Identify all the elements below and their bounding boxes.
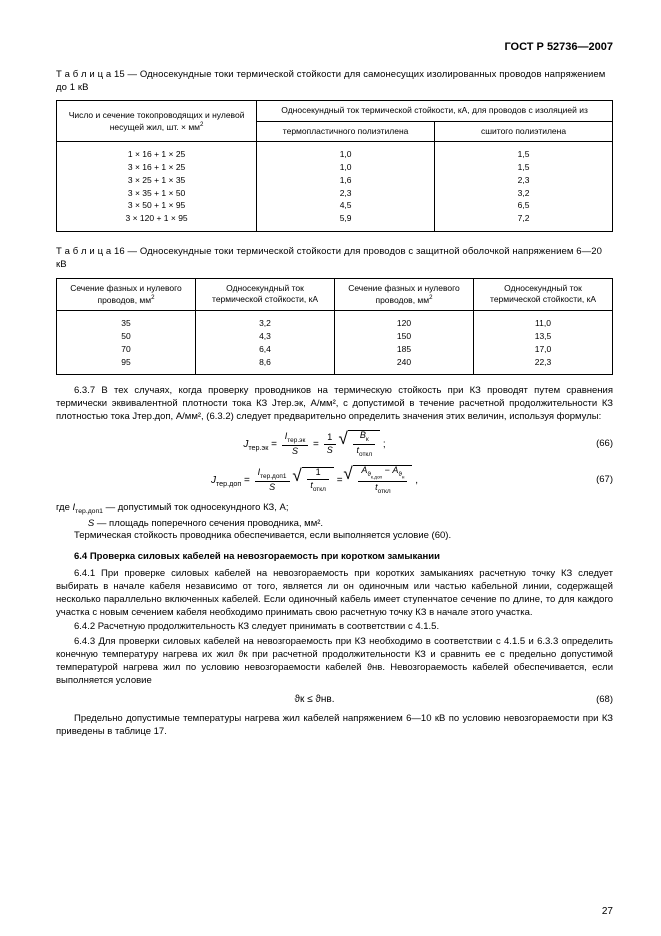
cell: 13,5: [480, 330, 606, 343]
cell: 1 × 16 + 1 × 25: [63, 148, 250, 161]
cell: 95: [63, 356, 189, 369]
cell: 22,3: [480, 356, 606, 369]
formula-67-body: Jтер.доп = Iтер.доп1S 1tоткл = Aϑк.доп −…: [56, 465, 573, 496]
cell: 7,2: [441, 212, 606, 225]
cell: 240: [341, 356, 467, 369]
formula-68-body: ϑк ≤ ϑнв.: [56, 693, 573, 707]
cell: 70: [63, 343, 189, 356]
t16-h3: Сечение фазных и нулевого проводов, мм2: [335, 278, 474, 311]
where-after: Термическая стойкость проводника обеспеч…: [56, 530, 613, 543]
t15-col-b: 1,0 1,0 1,6 2,3 4,5 5,9: [257, 142, 435, 232]
cell: 1,6: [263, 174, 428, 187]
where-block: где Iтер.доп1 — допустимый ток односекун…: [56, 502, 613, 516]
cell: 3 × 25 + 1 × 35: [63, 174, 250, 187]
cell: 185: [341, 343, 467, 356]
t15-col-a: 1 × 16 + 1 × 25 3 × 16 + 1 × 25 3 × 25 +…: [57, 142, 257, 232]
cell: 120: [341, 317, 467, 330]
doc-header: ГОСТ Р 52736—2007: [56, 40, 613, 55]
cell: 17,0: [480, 343, 606, 356]
t15-h1-text: Число и сечение токопроводящих и нулевой…: [69, 110, 245, 132]
p-6-4-3: 6.4.3 Для проверки силовых кабелей на не…: [56, 636, 613, 687]
t16-h2: Односекундный ток термической стойкости,…: [196, 278, 335, 311]
cell: 150: [341, 330, 467, 343]
formula-66-num: (66): [573, 438, 613, 451]
formula-68: ϑк ≤ ϑнв. (68): [56, 693, 613, 707]
cell: 6,5: [441, 199, 606, 212]
t16-col-b: 3,2 4,3 6,4 8,6: [196, 311, 335, 375]
t15-h1: Число и сечение токопроводящих и нулевой…: [57, 101, 257, 142]
formula-67: Jтер.доп = Iтер.доп1S 1tоткл = Aϑк.доп −…: [56, 465, 613, 496]
formula-68-num: (68): [573, 694, 613, 707]
table16-caption-prefix: Т а б л и ц а 16: [56, 246, 125, 257]
table15-caption: Т а б л и ц а 15 — Односекундные токи те…: [56, 69, 613, 95]
cell: 5,9: [263, 212, 428, 225]
cell: 1,5: [441, 148, 606, 161]
cell: 3,2: [441, 187, 606, 200]
cell: 4,5: [263, 199, 428, 212]
t15-h2b: сшитого полиэтилена: [435, 121, 613, 141]
t15-h2top: Односекундный ток термической стойкости,…: [257, 101, 613, 121]
cell: 1,0: [263, 161, 428, 174]
cell: 2,3: [441, 174, 606, 187]
formula-66-body: Jтер.эк = Iтер.экS = 1S Bкtоткл ;: [56, 430, 573, 459]
cell: 35: [63, 317, 189, 330]
table15-caption-prefix: Т а б л и ц а 15: [56, 69, 125, 80]
t16-h3-text: Сечение фазных и нулевого проводов, мм: [348, 283, 460, 305]
formula-66: Jтер.эк = Iтер.экS = 1S Bкtоткл ; (66): [56, 430, 613, 459]
table16: Сечение фазных и нулевого проводов, мм2 …: [56, 278, 613, 376]
table-row: 1 × 16 + 1 × 25 3 × 16 + 1 × 25 3 × 25 +…: [57, 142, 613, 232]
p-6-4-1: 6.4.1 При проверке силовых кабелей на не…: [56, 568, 613, 619]
cell: 2,3: [263, 187, 428, 200]
t16-h4: Односекундный ток термической стойкости,…: [474, 278, 613, 311]
where-label: где: [56, 502, 73, 513]
t16-col-d: 11,0 13,5 17,0 22,3: [474, 311, 613, 375]
table15-caption-text: — Односекундные токи термической стойкос…: [56, 69, 605, 93]
t16-col-a: 35 50 70 95: [57, 311, 196, 375]
page: ГОСТ Р 52736—2007 Т а б л и ц а 15 — Одн…: [0, 0, 661, 936]
t16-h1: Сечение фазных и нулевого проводов, мм2: [57, 278, 196, 311]
cell: 11,0: [480, 317, 606, 330]
cell: 3 × 120 + 1 × 95: [63, 212, 250, 225]
table-row: 35 50 70 95 3,2 4,3 6,4 8,6 120 150 185 …: [57, 311, 613, 375]
cell: 50: [63, 330, 189, 343]
cell: 3,2: [202, 317, 328, 330]
t15-col-c: 1,5 1,5 2,3 3,2 6,5 7,2: [435, 142, 613, 232]
p-6-3-7: 6.3.7 В тех случаях, когда проверку пров…: [56, 385, 613, 423]
cell: 3 × 50 + 1 × 95: [63, 199, 250, 212]
cell: 1,5: [441, 161, 606, 174]
table16-caption: Т а б л и ц а 16 — Односекундные токи те…: [56, 246, 613, 272]
formula-67-num: (67): [573, 474, 613, 487]
where-line-2: S — площадь поперечного сечения проводни…: [80, 518, 613, 531]
t15-h2a: термопластичного полиэтилена: [257, 121, 435, 141]
p-after-68: Предельно допустимые температуры нагрева…: [56, 713, 613, 739]
cell: 6,4: [202, 343, 328, 356]
cell: 1,0: [263, 148, 428, 161]
cell: 4,3: [202, 330, 328, 343]
t16-h1-text: Сечение фазных и нулевого проводов, мм: [70, 283, 182, 305]
cell: 8,6: [202, 356, 328, 369]
p-6-4-2: 6.4.2 Расчетную продолжительность КЗ сле…: [56, 621, 613, 634]
cell: 3 × 16 + 1 × 25: [63, 161, 250, 174]
page-number: 27: [602, 905, 613, 919]
section-6-4-title: 6.4 Проверка силовых кабелей на невозгор…: [56, 551, 613, 564]
cell: 3 × 35 + 1 × 50: [63, 187, 250, 200]
table16-caption-text: — Односекундные токи термической стойкос…: [56, 246, 602, 270]
table15: Число и сечение токопроводящих и нулевой…: [56, 100, 613, 231]
t16-col-c: 120 150 185 240: [335, 311, 474, 375]
